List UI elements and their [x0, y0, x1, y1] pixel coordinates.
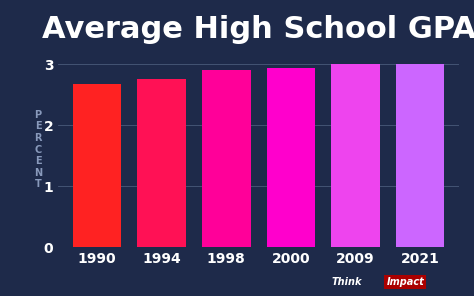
Text: Impact: Impact — [386, 277, 424, 287]
Bar — [396, 64, 445, 247]
Bar — [331, 64, 380, 247]
Text: Think: Think — [332, 277, 362, 287]
Title: Average High School GPA: Average High School GPA — [42, 15, 474, 44]
Bar — [202, 70, 251, 247]
Y-axis label: P
E
R
C
E
N
T: P E R C E N T — [34, 110, 42, 189]
Bar — [267, 68, 315, 247]
Bar — [73, 84, 121, 247]
Bar — [137, 79, 186, 247]
